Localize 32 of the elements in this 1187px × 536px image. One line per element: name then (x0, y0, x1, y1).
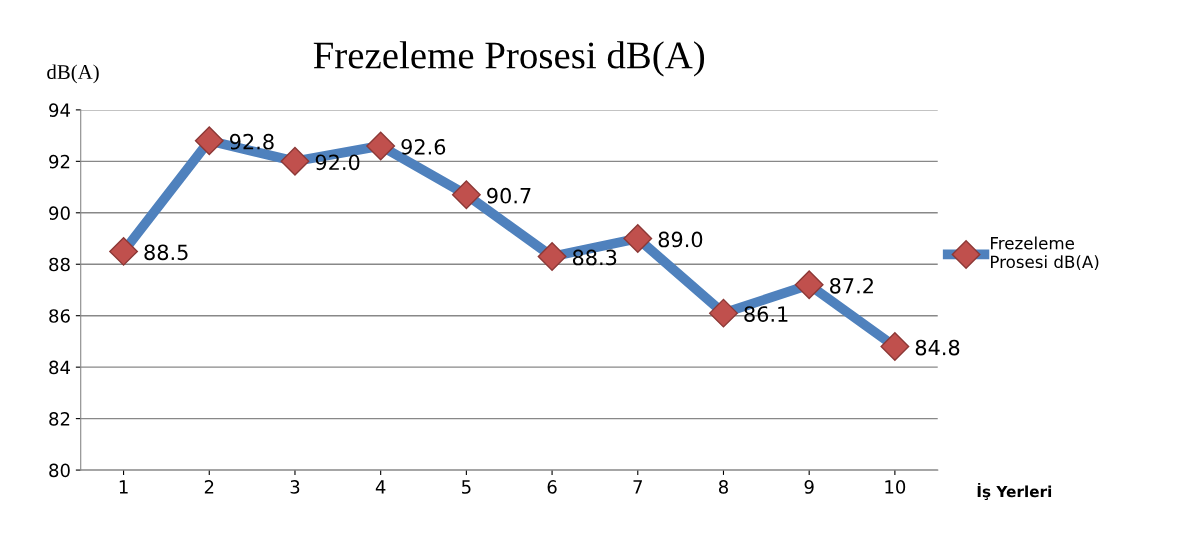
x-tick-label: 6 (547, 480, 557, 494)
y-tick-label: 94 (49, 103, 70, 117)
data-label: 84.8 (915, 339, 960, 356)
data-label: 90.7 (487, 187, 531, 204)
x-tick-label: 8 (718, 480, 728, 494)
x-tick-label: 9 (804, 480, 814, 494)
x-tick-label: 5 (462, 480, 471, 494)
chart-title: Frezeleme Prosesi dB(A) (313, 41, 705, 77)
data-label: 89.0 (658, 231, 703, 248)
data-label: 92.8 (230, 133, 274, 150)
y-tick-label: 90 (49, 206, 70, 220)
y-tick-label: 92 (49, 154, 70, 169)
x-tick-label: 10 (885, 480, 906, 494)
data-label: 88.3 (572, 249, 617, 266)
y-tick-label: 80 (49, 463, 70, 478)
data-label: 88.5 (144, 244, 188, 261)
data-label: 92.6 (401, 138, 446, 155)
x-tick-label: 7 (633, 480, 642, 494)
y-tick-label: 84 (49, 360, 70, 375)
x-tick-label: 1 (119, 480, 128, 494)
y-tick-label: 82 (49, 412, 70, 426)
data-label: 86.1 (744, 306, 788, 322)
y-tick-label: 88 (49, 257, 70, 272)
legend-label: Frezeleme Prosesi dB(A) (991, 236, 1099, 271)
x-tick-label: 2 (204, 480, 214, 494)
x-tick-label: 4 (375, 480, 386, 494)
data-label: 87.2 (830, 277, 873, 294)
x-tick-label: 3 (290, 480, 300, 494)
y-tick-label: 86 (49, 309, 70, 323)
y-axis-title: dB(A) (47, 64, 99, 84)
data-label: 92.0 (315, 154, 360, 171)
x-axis-title: İş Yerleri (977, 482, 1052, 501)
